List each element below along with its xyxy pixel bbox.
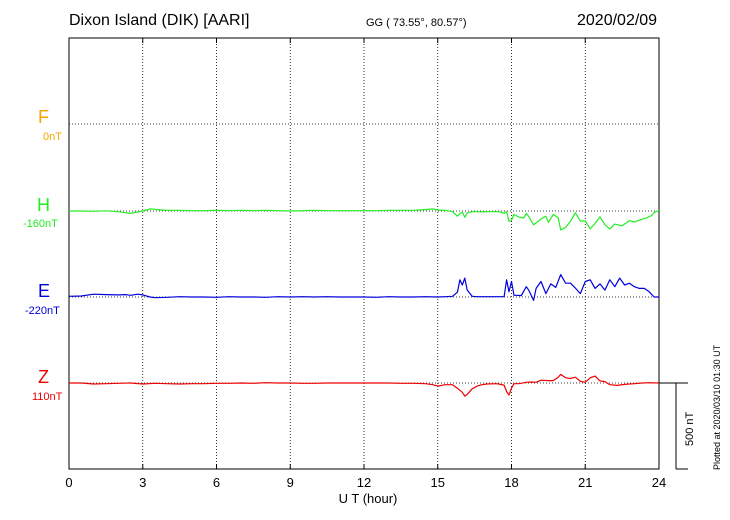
- component-offset-h: -160nT: [23, 218, 58, 230]
- x-tick-label: 6: [213, 475, 220, 490]
- series-line-z: [69, 373, 660, 397]
- component-label-e: E: [38, 281, 51, 301]
- x-axis-label: U T (hour): [339, 491, 398, 506]
- scale-bar: 500 nT: [659, 382, 696, 470]
- component-label-h: H: [37, 195, 50, 215]
- x-tick-label: 3: [139, 475, 146, 490]
- component-offset-z: 110nT: [32, 391, 63, 403]
- grid: [69, 38, 659, 469]
- series-line-e: [68, 274, 659, 301]
- traces: [68, 208, 660, 397]
- x-tick-label: 0: [65, 475, 72, 490]
- coordinates-label: GG ( 73.55°, 80.57°): [366, 17, 467, 29]
- component-offset-e: -220nT: [25, 305, 60, 317]
- component-label-f: F: [38, 107, 49, 127]
- plotted-timestamp: Plotted at 2020/03/10 01:30 UT: [712, 344, 722, 470]
- x-tick-label: 15: [431, 475, 445, 490]
- series-line-h: [69, 208, 660, 231]
- station-title: Dixon Island (DIK) [AARI]: [69, 12, 250, 29]
- x-axis-ticks: 0 3 6 9 12 15 18 21 24: [65, 38, 666, 490]
- x-tick-label: 24: [652, 475, 666, 490]
- component-label-z: Z: [38, 367, 49, 387]
- x-tick-label: 9: [287, 475, 294, 490]
- scale-bar-label: 500 nT: [684, 411, 696, 446]
- x-tick-label: 21: [578, 475, 592, 490]
- x-tick-label: 18: [504, 475, 518, 490]
- component-offset-f: 0nT: [43, 131, 62, 143]
- date-label: 2020/02/09: [577, 12, 658, 29]
- x-tick-label: 12: [357, 475, 371, 490]
